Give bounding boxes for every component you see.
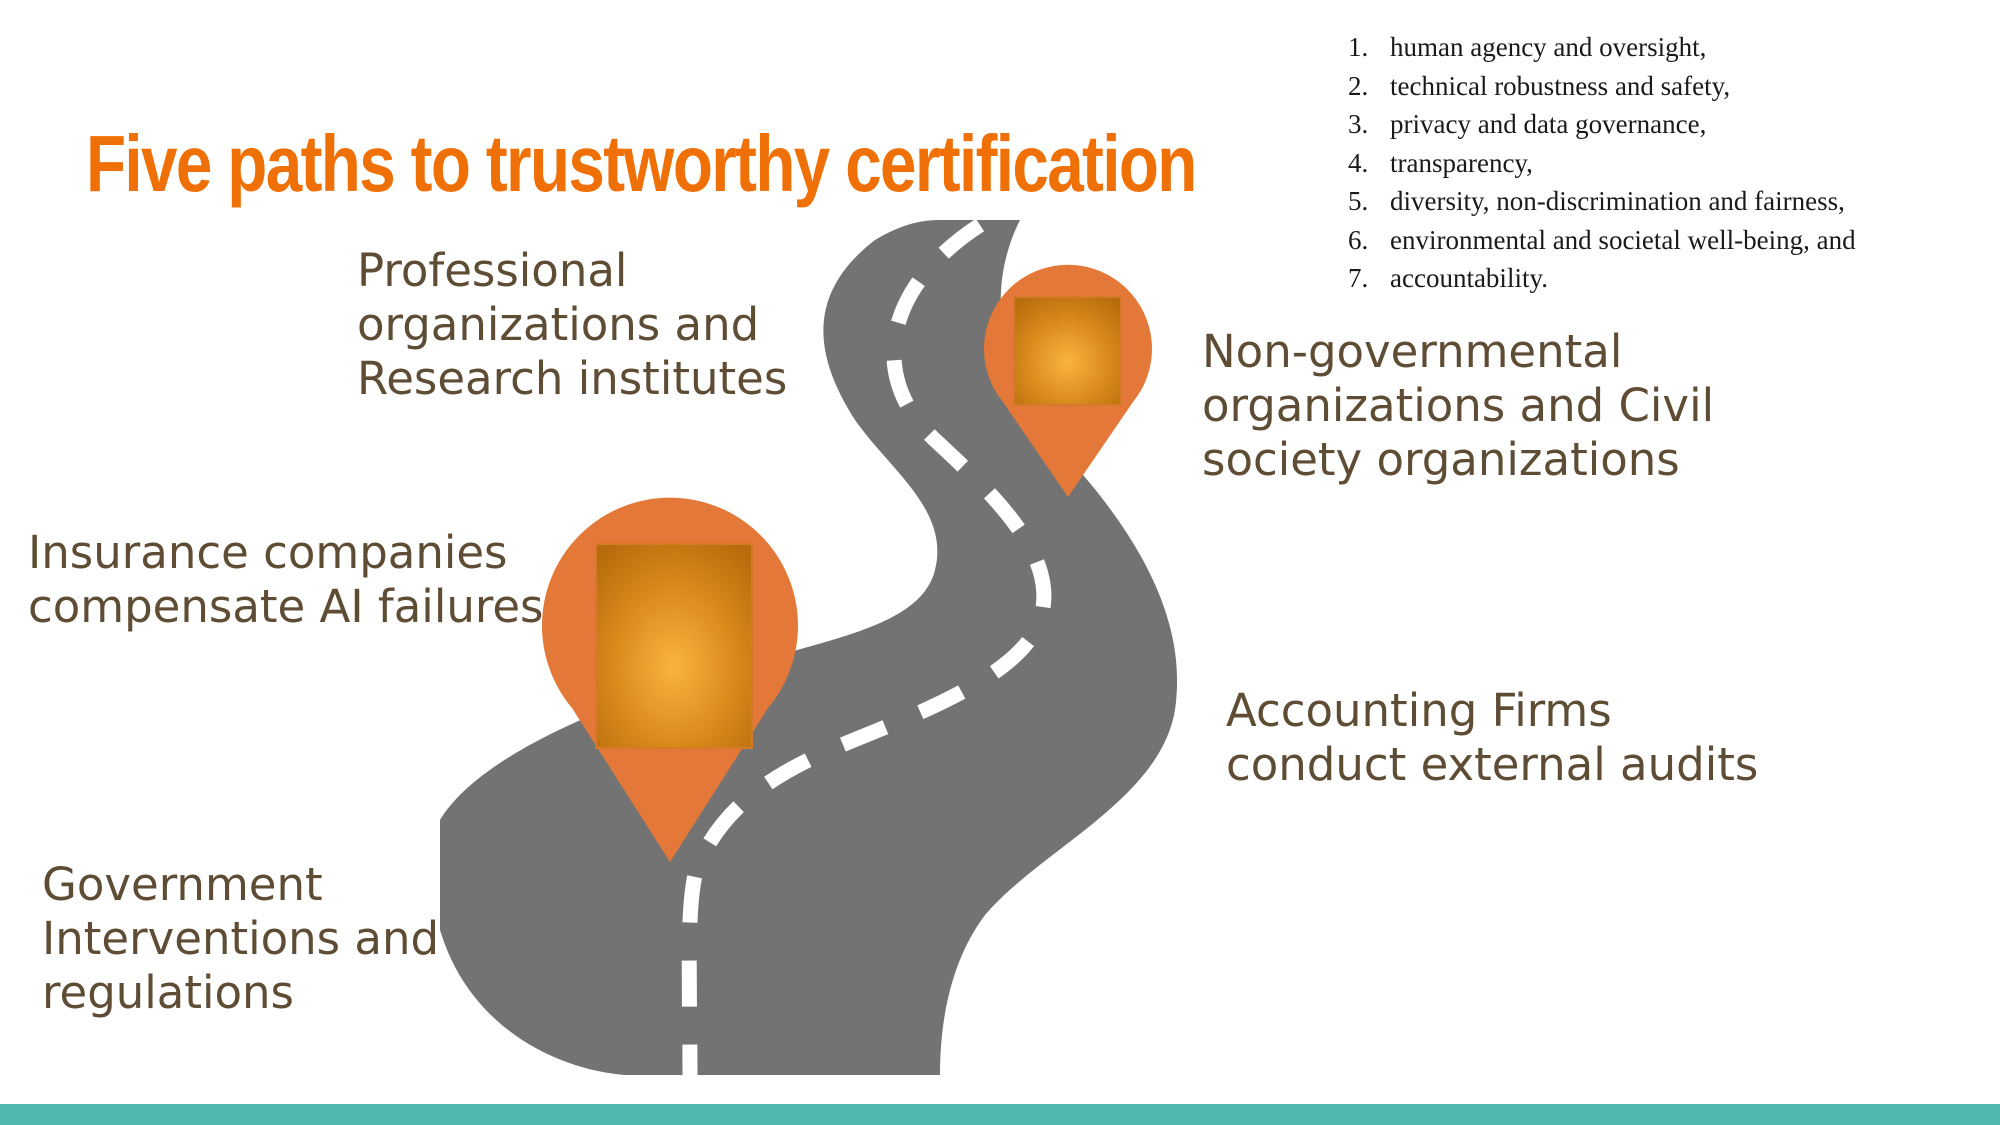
- footer-bar: [0, 1104, 2000, 1125]
- list-number: 2.: [1348, 70, 1369, 101]
- list-text: privacy and data governance,: [1390, 109, 1707, 139]
- path-label-accounting: Accounting Firms conduct external audits: [1226, 684, 1758, 792]
- path-label-government: Government Interventions and regulations: [42, 858, 439, 1020]
- list-number: 6.: [1348, 224, 1369, 255]
- label-line: compensate AI failures: [28, 580, 544, 633]
- list-item: 7. accountability.: [1348, 259, 1856, 298]
- list-item: 6. environmental and societal well-being,…: [1348, 221, 1856, 260]
- list-number: 1.: [1348, 32, 1369, 62]
- list-text: technical robustness and safety,: [1390, 70, 1731, 101]
- label-line: regulations: [42, 966, 295, 1019]
- list-number: 5.: [1348, 186, 1369, 216]
- label-line: Government: [42, 858, 323, 911]
- list-number: 4.: [1348, 147, 1369, 178]
- list-item: 3. privacy and data governance,: [1348, 105, 1856, 144]
- list-text: human agency and oversight,: [1390, 32, 1707, 62]
- path-label-ngo: Non-governmental organizations and Civil…: [1202, 325, 1714, 487]
- label-line: organizations and Civil: [1202, 379, 1715, 432]
- label-line: organizations and: [357, 298, 760, 351]
- label-line: Insurance companies: [28, 526, 508, 579]
- list-item: 4. transparency,: [1348, 144, 1856, 183]
- label-line: Professional: [357, 244, 628, 297]
- list-text: environmental and societal well-being, a…: [1390, 224, 1856, 255]
- list-number: 3.: [1348, 109, 1369, 139]
- list-number: 7.: [1348, 263, 1369, 293]
- list-item: 1. human agency and oversight,: [1348, 28, 1856, 67]
- principles-list: 1. human agency and oversight, 2. technica…: [1348, 28, 1856, 298]
- list-text: accountability.: [1390, 263, 1548, 293]
- label-line: conduct external audits: [1226, 738, 1759, 791]
- map-pin-icon: [542, 497, 798, 862]
- list-text: diversity, non-discrimination and fairne…: [1390, 186, 1845, 216]
- list-text: transparency,: [1390, 147, 1533, 178]
- map-pin-icon: [984, 264, 1152, 497]
- winding-road: [440, 218, 1178, 1076]
- list-item: 5. diversity, non-discrimination and fair…: [1348, 182, 1856, 221]
- list-item: 2. technical robustness and safety,: [1348, 67, 1856, 106]
- path-label-professional-organizations: Professional organizations and Research …: [357, 244, 787, 406]
- label-line: Research institutes: [357, 352, 788, 405]
- label-line: Accounting Firms: [1226, 684, 1612, 737]
- path-label-insurance: Insurance companies compensate AI failur…: [28, 526, 543, 634]
- slide-title: Five paths to trustworthy certification: [86, 119, 1197, 208]
- label-line: society organizations: [1202, 433, 1680, 486]
- label-line: Non-governmental: [1202, 325, 1623, 378]
- label-line: Interventions and: [42, 912, 440, 965]
